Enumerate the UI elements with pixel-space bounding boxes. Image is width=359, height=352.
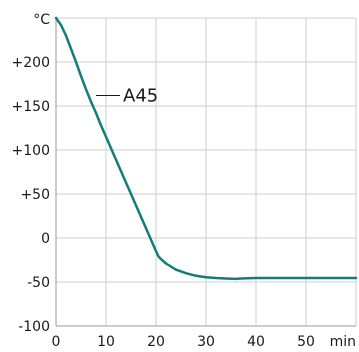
y-tick-label: -100 [18,319,50,335]
grid [56,17,357,326]
axes [55,18,356,327]
x-tick-label: 20 [147,334,165,350]
x-tick-label: 10 [97,334,115,350]
y-tick-labels: +200 +150 +100 +50 0 -50 -100 [12,55,50,335]
x-unit-label: min [330,334,356,350]
x-tick-labels: 0 10 20 30 40 50 [52,334,315,350]
y-tick-label: +200 [12,55,50,71]
y-unit-label: °C [33,12,50,28]
y-tick-label: -50 [27,275,50,291]
y-tick-label: +50 [20,187,50,203]
x-tick-label: 30 [197,334,215,350]
x-tick-label: 0 [52,334,61,350]
series-line-a45 [54,16,358,281]
y-tick-label: 0 [41,231,50,247]
y-tick-label: +100 [12,143,50,159]
annotation-a45: A45 [123,85,158,106]
x-tick-label: 40 [247,334,265,350]
y-tick-label: +150 [12,99,50,115]
x-tick-label: 50 [297,334,315,350]
